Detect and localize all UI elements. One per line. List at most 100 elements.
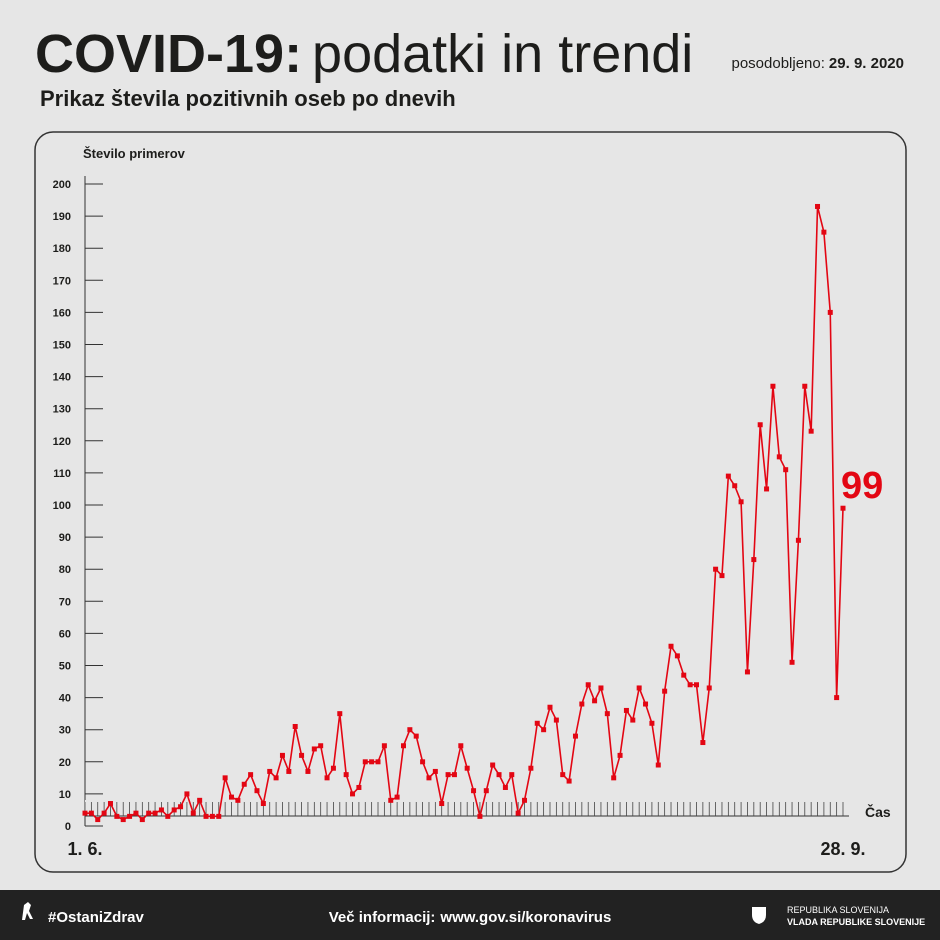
data-point <box>260 801 266 807</box>
data-point <box>757 422 763 428</box>
footer-bar <box>0 890 940 940</box>
data-point <box>471 788 477 794</box>
data-point <box>789 659 795 665</box>
data-point <box>668 643 674 649</box>
y-tick-label: 100 <box>53 500 71 512</box>
data-point <box>623 707 629 713</box>
y-tick-label: 30 <box>59 725 71 737</box>
y-tick-label: 150 <box>53 340 71 352</box>
data-point <box>292 723 298 729</box>
data-point <box>184 791 190 797</box>
info: Več informacij: www.gov.si/koronavirus <box>329 909 612 926</box>
data-point <box>439 801 445 807</box>
data-point <box>509 772 515 778</box>
data-point <box>700 740 706 746</box>
y-tick-label: 130 <box>53 404 71 416</box>
data-point <box>171 807 177 813</box>
data-point <box>732 483 738 489</box>
y-tick-label: 200 <box>53 179 71 191</box>
updated-label: posodobljeno: <box>732 55 825 72</box>
data-point <box>770 383 776 389</box>
updated: posodobljeno: 29. 9. 2020 <box>732 55 905 72</box>
y-tick-label: 140 <box>53 372 71 384</box>
data-point <box>400 743 406 749</box>
y-tick-label: 20 <box>59 757 71 769</box>
data-point <box>152 810 158 816</box>
info-url: www.gov.si/koronavirus <box>439 909 611 926</box>
data-point <box>146 810 152 816</box>
updated-date: 29. 9. 2020 <box>829 55 904 72</box>
data-point <box>630 717 636 723</box>
data-point <box>611 775 617 781</box>
x-axis-label: Čas <box>865 803 891 820</box>
y-tick-label: 170 <box>53 275 71 287</box>
gov-line2: VLADA REPUBLIKE SLOVENIJE <box>787 917 925 927</box>
data-point <box>350 791 356 797</box>
data-point <box>254 788 260 794</box>
subtitle: Prikaz števila pozitivnih oseb po dnevih <box>40 86 456 111</box>
title-bold: COVID-19: <box>35 24 302 84</box>
data-point <box>286 768 292 774</box>
data-point <box>764 486 770 492</box>
data-point <box>343 772 349 778</box>
data-point <box>222 775 228 781</box>
data-point <box>636 685 642 691</box>
data-point <box>458 743 464 749</box>
data-point <box>528 765 534 771</box>
data-point <box>451 772 457 778</box>
data-point <box>592 698 598 704</box>
data-point <box>477 813 483 819</box>
data-point <box>560 772 566 778</box>
y-tick-label: 180 <box>53 243 71 255</box>
data-point <box>407 727 413 733</box>
data-point <box>662 688 668 694</box>
data-point <box>413 733 419 739</box>
plot: Število primerov 0 10 20 30 40 50 60 70 80 90 100 11… <box>53 146 891 859</box>
data-point <box>82 810 88 816</box>
data-point <box>139 817 145 823</box>
data-point <box>840 505 846 511</box>
data-point <box>713 566 719 572</box>
y-tick-label: 0 <box>65 821 71 833</box>
data-point <box>815 203 821 209</box>
data-point <box>381 743 387 749</box>
data-point <box>273 775 279 781</box>
data-point <box>101 810 107 816</box>
y-tick-label: 80 <box>59 564 71 576</box>
data-point <box>604 711 610 717</box>
data-point <box>687 682 693 688</box>
data-point <box>579 701 585 707</box>
y-tick-label: 160 <box>53 307 71 319</box>
gov-crest <box>752 907 766 924</box>
data-point <box>834 695 840 701</box>
data-point <box>547 704 553 710</box>
data-point <box>751 557 757 563</box>
data-point <box>127 813 133 819</box>
data-point <box>464 765 470 771</box>
data-point <box>706 685 712 691</box>
data-point <box>299 752 305 758</box>
data-point <box>165 813 171 819</box>
data-point <box>744 669 750 675</box>
data-point <box>388 797 394 803</box>
data-point <box>566 778 572 784</box>
y-tick-label: 10 <box>59 789 71 801</box>
hashtag-icon <box>22 902 33 920</box>
data-point <box>808 428 814 434</box>
y-tick-label: 40 <box>59 693 71 705</box>
data-point <box>617 752 623 758</box>
data-point <box>305 768 311 774</box>
data-point <box>681 672 687 678</box>
data-point <box>337 711 343 717</box>
data-point <box>649 720 655 726</box>
data-point <box>585 682 591 688</box>
data-point <box>394 794 400 800</box>
data-point <box>776 454 782 460</box>
data-point <box>318 743 324 749</box>
y-tick-label: 110 <box>53 468 71 480</box>
data-point <box>426 775 432 781</box>
x-tick-label: 1. 6. <box>67 839 102 859</box>
data-point <box>95 817 101 823</box>
data-point <box>158 807 164 813</box>
data-point <box>553 717 559 723</box>
